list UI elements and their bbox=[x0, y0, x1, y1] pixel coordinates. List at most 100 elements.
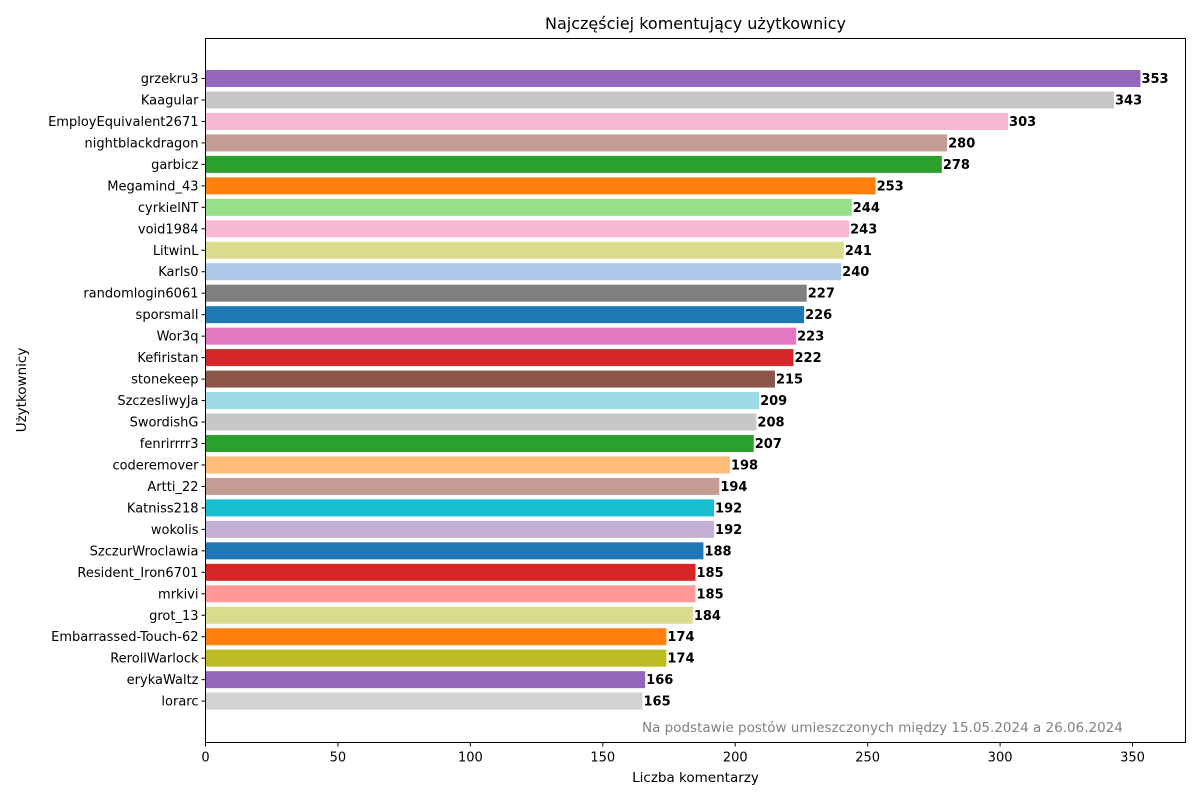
bar-value-label: 222 bbox=[795, 351, 822, 366]
bar bbox=[205, 585, 696, 603]
bar bbox=[205, 370, 775, 388]
y-tick-label: RerollWarlock bbox=[110, 652, 199, 667]
bar-value-label: 226 bbox=[805, 308, 832, 323]
x-tick-label: 0 bbox=[201, 751, 209, 766]
x-tick-label: 50 bbox=[330, 751, 347, 766]
bar bbox=[205, 327, 797, 345]
y-tick-label: cyrkielNT bbox=[138, 201, 199, 216]
bar-value-label: 353 bbox=[1141, 72, 1168, 87]
bar-value-label: 303 bbox=[1009, 115, 1036, 130]
bar bbox=[205, 306, 805, 324]
y-axis-ticks: grzekru3 Kaagular EmployEquivalent2671 nigh… bbox=[48, 72, 206, 710]
bar bbox=[205, 499, 715, 517]
y-tick-label: erykaWaltz bbox=[127, 673, 199, 688]
y-tick-label: grot_13 bbox=[149, 609, 198, 624]
bar-value-label: 184 bbox=[694, 609, 721, 624]
y-tick-label: Katniss218 bbox=[127, 501, 199, 516]
bar-value-label: 207 bbox=[755, 437, 782, 452]
x-tick-label: 300 bbox=[988, 751, 1013, 766]
bar bbox=[205, 392, 760, 410]
bar-value-label: 278 bbox=[943, 158, 970, 173]
y-tick-label: garbicz bbox=[151, 158, 199, 173]
bar bbox=[205, 542, 704, 560]
bar-value-label: 244 bbox=[853, 201, 880, 216]
bar-value-label: 192 bbox=[715, 523, 742, 538]
y-tick-label: nightblackdragon bbox=[85, 136, 199, 151]
bar-value-label: 253 bbox=[877, 179, 904, 194]
y-tick-label: coderemover bbox=[112, 458, 199, 473]
bar bbox=[205, 628, 667, 646]
bar-value-label: 241 bbox=[845, 244, 872, 259]
y-tick-label: Kefiristan bbox=[137, 351, 198, 366]
x-tick-label: 350 bbox=[1120, 751, 1145, 766]
bar-value-label: 227 bbox=[808, 287, 835, 302]
y-tick-label: Megamind_43 bbox=[107, 179, 198, 194]
bar-value-label: 174 bbox=[667, 630, 694, 645]
bar-value-label: 243 bbox=[850, 222, 877, 237]
bar bbox=[205, 155, 942, 173]
y-tick-label: grzekru3 bbox=[141, 72, 199, 87]
bar bbox=[205, 198, 852, 216]
bar-value-label: 165 bbox=[644, 695, 671, 710]
bar bbox=[205, 456, 730, 474]
bar-value-label: 174 bbox=[667, 652, 694, 667]
bar bbox=[205, 134, 948, 152]
x-tick-label: 250 bbox=[855, 751, 880, 766]
x-tick-label: 100 bbox=[458, 751, 483, 766]
bar bbox=[205, 434, 754, 452]
bar bbox=[205, 220, 850, 238]
plot-frame bbox=[205, 38, 1186, 743]
y-tick-label: sporsmall bbox=[136, 308, 199, 323]
y-tick-label: lorarc bbox=[161, 695, 198, 710]
y-tick-label: randomlogin6061 bbox=[83, 287, 198, 302]
bar-value-label: 194 bbox=[720, 480, 747, 495]
bars-group bbox=[205, 70, 1141, 710]
bar-value-label: 198 bbox=[731, 458, 758, 473]
y-tick-label: wokolis bbox=[151, 523, 199, 538]
y-tick-label: fenrirrrr3 bbox=[140, 437, 199, 452]
bar bbox=[205, 263, 842, 281]
bar-value-label: 240 bbox=[842, 265, 869, 280]
bar bbox=[205, 563, 696, 581]
bar-value-label: 343 bbox=[1115, 93, 1142, 108]
y-axis-label: Użytkownicy bbox=[14, 348, 30, 433]
y-tick-label: Artti_22 bbox=[147, 480, 198, 495]
bar bbox=[205, 671, 646, 689]
chart-title: Najczęściej komentujący użytkownicy bbox=[545, 14, 846, 33]
bar bbox=[205, 70, 1141, 87]
bar-value-label: 215 bbox=[776, 373, 803, 388]
bar-value-label: 185 bbox=[697, 587, 724, 602]
y-tick-label: stonekeep bbox=[131, 373, 198, 388]
y-tick-label: LitwinL bbox=[153, 244, 199, 259]
x-tick-label: 150 bbox=[590, 751, 615, 766]
bar bbox=[205, 606, 693, 624]
y-tick-label: Wor3q bbox=[157, 330, 199, 345]
bar-value-label: 166 bbox=[646, 673, 673, 688]
bar-value-label: 185 bbox=[697, 566, 724, 581]
bar-value-label: 223 bbox=[797, 330, 824, 345]
y-tick-label: Kaagular bbox=[141, 93, 199, 108]
y-tick-label: Karls0 bbox=[158, 265, 198, 280]
bar bbox=[205, 349, 794, 367]
x-axis-ticks: 0 50 100 150 200 250 300 350 bbox=[201, 742, 1145, 766]
bar bbox=[205, 177, 876, 195]
bar-value-label: 188 bbox=[704, 544, 731, 559]
y-tick-label: Embarrassed-Touch-62 bbox=[51, 630, 198, 645]
bar bbox=[205, 692, 643, 710]
bar bbox=[205, 520, 715, 538]
bar-value-label: 208 bbox=[757, 416, 784, 431]
bar bbox=[205, 649, 667, 667]
y-tick-label: SzczurWroclawia bbox=[90, 544, 199, 559]
value-labels-group: 353 343 303 280 278 253 244 243 241 240 227 226 223 2… bbox=[644, 72, 1169, 710]
bar bbox=[205, 477, 720, 495]
y-tick-label: Resident_Iron6701 bbox=[77, 566, 198, 581]
x-tick-label: 200 bbox=[723, 751, 748, 766]
y-tick-label: mrkivi bbox=[158, 587, 198, 602]
bar bbox=[205, 413, 757, 431]
y-tick-label: EmployEquivalent2671 bbox=[48, 115, 198, 130]
y-tick-label: void1984 bbox=[138, 222, 199, 237]
bar bbox=[205, 241, 844, 259]
y-tick-label: SzczesliwyJa bbox=[117, 394, 198, 409]
bar-value-label: 192 bbox=[715, 501, 742, 516]
